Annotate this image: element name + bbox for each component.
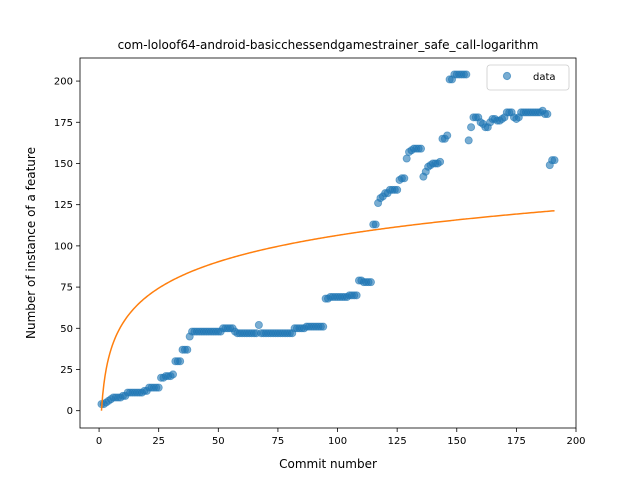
data-point xyxy=(254,320,263,329)
legend-marker xyxy=(502,71,512,81)
x-tick-label: 125 xyxy=(388,436,407,447)
data-point xyxy=(366,278,375,287)
data-point xyxy=(393,185,402,194)
data-point xyxy=(467,123,476,132)
y-tick-label: 50 xyxy=(60,324,73,335)
data-point xyxy=(550,156,559,165)
fit-line xyxy=(100,209,555,411)
data-point xyxy=(352,291,361,300)
x-tick-label: 175 xyxy=(507,436,526,447)
x-tick-label: 75 xyxy=(272,436,285,447)
data-point xyxy=(319,322,328,331)
data-point xyxy=(443,131,452,140)
x-tick-label: 25 xyxy=(152,436,165,447)
legend-box xyxy=(486,64,570,91)
axes-frame xyxy=(79,57,577,429)
y-tick-label: 0 xyxy=(67,406,73,417)
data-point xyxy=(183,345,192,354)
data-point xyxy=(168,370,177,379)
data-point xyxy=(462,70,471,79)
x-tick-label: 200 xyxy=(566,436,585,447)
data-point xyxy=(543,110,552,119)
y-tick-label: 25 xyxy=(60,365,73,376)
data-point xyxy=(416,144,425,153)
data-point xyxy=(402,154,411,163)
x-tick-label: 100 xyxy=(328,436,347,447)
data-point xyxy=(176,357,185,366)
y-tick-label: 175 xyxy=(54,118,73,129)
data-point xyxy=(436,157,445,166)
y-tick-label: 150 xyxy=(54,159,73,170)
data-point xyxy=(464,136,473,145)
chart-title: com-loloof64-android-basicchessendgamest… xyxy=(118,38,539,52)
x-tick-label: 150 xyxy=(447,436,466,447)
x-axis-label: Commit number xyxy=(279,457,377,471)
y-axis-label: Number of instance of a feature xyxy=(24,147,38,339)
y-tick-label: 75 xyxy=(60,283,73,294)
legend: data xyxy=(486,64,570,91)
x-tick-label: 50 xyxy=(212,436,225,447)
data-point xyxy=(154,383,163,392)
y-tick-label: 125 xyxy=(54,200,73,211)
legend-label: data xyxy=(533,72,556,83)
data-point xyxy=(400,174,409,183)
y-tick-label: 100 xyxy=(54,241,73,252)
data-point xyxy=(371,220,380,229)
y-tick-label: 200 xyxy=(54,77,73,88)
x-tick-label: 0 xyxy=(96,436,102,447)
plot-area: 0 25 50 75 100 125 150 175 200 0 25 50 75 100 125 150 17… xyxy=(54,57,586,447)
